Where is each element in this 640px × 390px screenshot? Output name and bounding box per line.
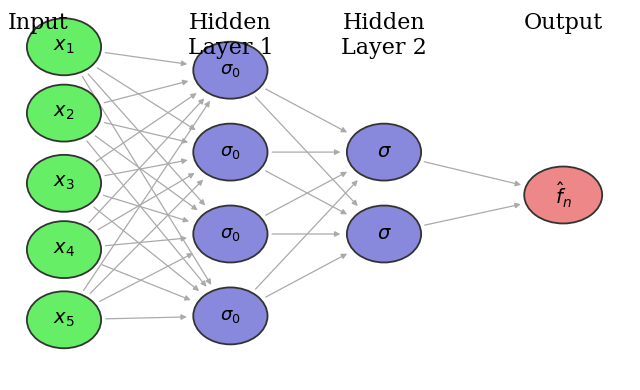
Ellipse shape <box>524 167 602 223</box>
Ellipse shape <box>27 221 101 278</box>
Ellipse shape <box>27 85 101 142</box>
Ellipse shape <box>193 206 268 262</box>
Ellipse shape <box>347 206 421 262</box>
Text: Hidden
Layer 2: Hidden Layer 2 <box>341 12 427 59</box>
Text: $x_{5}$: $x_{5}$ <box>53 311 75 329</box>
Text: $\sigma_0$: $\sigma_0$ <box>220 307 241 325</box>
Text: $\sigma_0$: $\sigma_0$ <box>220 225 241 243</box>
Ellipse shape <box>27 18 101 75</box>
Text: Hidden
Layer 1: Hidden Layer 1 <box>188 12 273 59</box>
Text: $x_{1}$: $x_{1}$ <box>53 38 75 56</box>
Text: Output: Output <box>524 12 603 34</box>
Text: $x_{2}$: $x_{2}$ <box>53 104 75 122</box>
Ellipse shape <box>193 42 268 99</box>
Ellipse shape <box>193 124 268 181</box>
Ellipse shape <box>27 155 101 212</box>
Ellipse shape <box>193 287 268 344</box>
Text: $x_{4}$: $x_{4}$ <box>53 241 75 259</box>
Text: $\sigma_0$: $\sigma_0$ <box>220 143 241 161</box>
Text: Input: Input <box>8 12 68 34</box>
Text: $\hat{f}_n$: $\hat{f}_n$ <box>555 181 572 209</box>
Ellipse shape <box>27 291 101 348</box>
Text: $\sigma$: $\sigma$ <box>376 225 392 243</box>
Text: $\sigma_0$: $\sigma_0$ <box>220 61 241 79</box>
Text: $\sigma$: $\sigma$ <box>376 143 392 161</box>
Ellipse shape <box>347 124 421 181</box>
Text: $x_{3}$: $x_{3}$ <box>53 174 75 192</box>
